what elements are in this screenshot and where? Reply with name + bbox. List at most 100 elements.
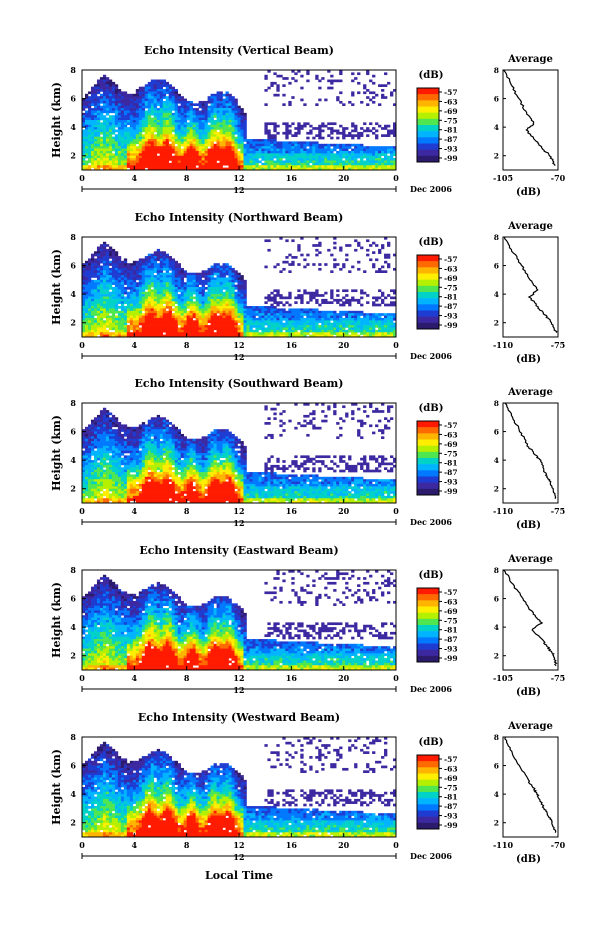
heatmap-cell — [123, 322, 128, 326]
heatmap-cell — [222, 287, 226, 290]
heatmap-cell — [252, 310, 256, 314]
heatmap-cell — [234, 303, 238, 307]
heatmap-cell — [243, 325, 247, 328]
heatmap-cell — [219, 287, 223, 290]
heatmap-cell — [240, 275, 244, 278]
heatmap-cell — [171, 320, 175, 324]
heatmap-cell — [213, 270, 217, 274]
heatmap-cell — [90, 320, 95, 324]
x-tick-label: 4 — [132, 173, 138, 183]
heatmap-cell — [162, 136, 167, 140]
heatmap-cell — [117, 100, 122, 104]
heatmap-cell — [312, 162, 316, 166]
heatmap-cell — [228, 327, 232, 331]
heatmap-cell — [213, 115, 217, 118]
heatmap-cell — [82, 120, 86, 123]
heatmap-cell — [357, 325, 361, 328]
heatmap-cell — [351, 165, 355, 168]
heatmap-cell — [180, 155, 184, 159]
heatmap-cell — [96, 165, 101, 168]
heatmap-cell — [321, 317, 325, 321]
heatmap-cell — [174, 127, 178, 130]
heatmap-cell — [159, 277, 164, 281]
heatmap-cell — [351, 158, 355, 161]
heatmap-cell — [138, 91, 143, 95]
heatmap-cell — [210, 96, 214, 99]
heatmap-cell — [174, 122, 178, 126]
heatmap-cell — [99, 289, 104, 293]
heatmap-cell — [216, 110, 220, 114]
heatmap-cell — [150, 134, 155, 137]
heatmap-cell — [132, 139, 137, 142]
heatmap-cell — [321, 148, 325, 152]
heatmap-cell — [120, 105, 125, 109]
heatmap-cell — [147, 89, 152, 92]
heatmap-cell — [243, 322, 247, 326]
heatmap-cell — [228, 155, 232, 159]
heatmap-cell — [360, 146, 364, 149]
heatmap-cell — [267, 294, 271, 297]
heatmap-cell — [123, 146, 128, 149]
heatmap-cell — [180, 124, 184, 128]
heatmap-cell — [324, 165, 328, 168]
heatmap-cell — [87, 294, 92, 297]
heatmap-cell — [210, 129, 214, 133]
heatmap-cell — [336, 320, 340, 324]
heatmap-cell — [150, 298, 155, 302]
heatmap-cell — [321, 301, 325, 304]
heatmap-cell — [231, 313, 235, 316]
heatmap-cell — [156, 325, 161, 328]
heatmap-cell — [318, 167, 322, 171]
heatmap-cell — [249, 327, 253, 331]
heatmap-cell — [168, 256, 173, 259]
heatmap-cell — [108, 91, 113, 95]
heatmap-cell — [171, 325, 175, 328]
heatmap-cell — [156, 146, 161, 149]
heatmap-cell — [159, 265, 164, 269]
heatmap-cell — [153, 313, 158, 316]
heatmap-cell — [93, 294, 98, 297]
heatmap-cell — [351, 325, 355, 328]
heatmap-cell — [276, 303, 280, 307]
heatmap-cell — [138, 275, 143, 278]
heatmap-cell — [369, 79, 373, 83]
heatmap-cell — [252, 155, 256, 159]
heatmap-cell — [258, 146, 262, 149]
heatmap-cell — [240, 334, 244, 338]
heatmap-cell — [210, 110, 214, 114]
heatmap-cell — [249, 162, 253, 166]
heatmap-cell — [87, 153, 92, 157]
heatmap-cell — [105, 294, 110, 297]
heatmap-cell — [390, 150, 394, 154]
heatmap-cell — [276, 155, 280, 159]
heatmap-cell — [378, 153, 382, 157]
heatmap-cell — [138, 89, 143, 92]
heatmap-cell — [165, 165, 170, 168]
heatmap-cell — [309, 329, 313, 333]
heatmap-cell — [144, 131, 149, 135]
heatmap-cell — [249, 313, 253, 316]
heatmap-cell — [186, 134, 190, 137]
heatmap-cell — [90, 155, 95, 159]
heatmap-cell — [159, 263, 164, 266]
heatmap-cell — [82, 272, 86, 276]
heatmap-cell — [84, 332, 89, 335]
heatmap-cell — [222, 122, 226, 126]
heatmap-cell — [108, 150, 113, 154]
heatmap-cell — [138, 265, 143, 269]
heatmap-cell — [102, 74, 107, 78]
heatmap-cell — [327, 146, 331, 149]
heatmap-cell — [279, 334, 283, 338]
heatmap-cell — [201, 313, 205, 316]
heatmap-cell — [225, 317, 229, 321]
heatmap-cell — [165, 148, 170, 152]
heatmap-cell — [240, 148, 244, 152]
heatmap-cell — [288, 310, 292, 314]
heatmap-cell — [345, 150, 349, 154]
heatmap-cell — [207, 129, 211, 133]
heatmap-cell — [228, 112, 232, 116]
heatmap-cell — [207, 279, 211, 283]
heatmap-cell — [201, 139, 205, 142]
heatmap-cell — [111, 139, 116, 142]
heatmap-cell — [99, 139, 104, 142]
